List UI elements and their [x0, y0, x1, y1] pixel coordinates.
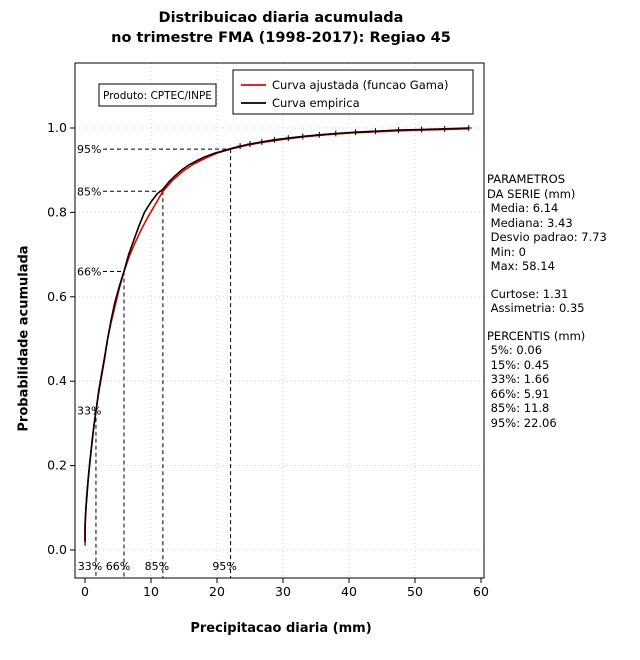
x-axis-tick-label: 60 [473, 584, 489, 599]
x-axis-tick-label: 20 [209, 584, 225, 599]
empirical-curve [84, 127, 469, 542]
y-axis-tick-label: 0.2 [47, 458, 67, 473]
stats-line: Min: 0 [487, 244, 526, 259]
legend-label: Curva ajustada (funcao Gama) [272, 78, 449, 92]
chart-title-line2: no trimestre FMA (1998-2017): Regiao 45 [111, 30, 451, 46]
percentile-label-bottom: 66% [106, 560, 130, 573]
percentile-label-bottom: 33% [78, 560, 102, 573]
y-axis-tick-label: 0.0 [47, 542, 67, 557]
y-axis-tick-label: 0.4 [47, 373, 67, 388]
stats-line: Desvio padrao: 7.73 [487, 230, 607, 244]
percentile-label-bottom: 85% [145, 560, 169, 573]
statistics-panel: PARAMETROS DA SERIE (mm) Media: 6.14 Medi… [487, 172, 607, 443]
stats-line: Curtose: 1.31 [487, 286, 569, 301]
product-label: Produto: CPTEC/INPE [103, 90, 212, 102]
y-axis-tick-label: 1.0 [47, 120, 67, 135]
stats-block: PERCENTIS (mm) 5%: 0.06 15%: 0.45 33%: 1… [487, 329, 607, 431]
legend-box [232, 69, 474, 115]
stats-line: PARAMETROS [487, 172, 566, 186]
x-axis-title: Precipitacao diaria (mm) [190, 621, 372, 636]
x-axis-tick-label: 40 [341, 584, 357, 599]
percentile-label-left: 66% [77, 265, 101, 278]
stats-line: 33%: 1.66 [487, 372, 550, 386]
stats-line: Mediana: 3.43 [487, 215, 573, 230]
x-axis-tick-label: 0 [81, 584, 89, 599]
stats-line: 5%: 0.06 [487, 343, 543, 357]
stats-block: Curtose: 1.31 Assimetria: 0.35 [487, 287, 607, 316]
x-axis-tick-label: 30 [275, 584, 291, 599]
stats-line: Assimetria: 0.35 [487, 301, 585, 315]
y-axis-tick-label: 0.6 [47, 289, 67, 304]
stats-line: 95%: 22.06 [487, 415, 557, 430]
fitted-gamma-curve [84, 128, 469, 546]
stats-line: 15%: 0.45 [487, 357, 550, 372]
percentile-label-bottom: 95% [212, 560, 236, 573]
stats-line: Media: 6.14 [487, 201, 559, 215]
product-box [98, 83, 217, 107]
y-axis-tick-label: 0.8 [47, 204, 67, 219]
x-axis-tick-label: 10 [143, 584, 159, 599]
percentile-label-left: 95% [77, 143, 101, 156]
percentile-label-left: 85% [77, 185, 101, 198]
stats-block: PARAMETROS DA SERIE (mm) Media: 6.14 Medi… [487, 172, 607, 274]
stats-line: 66%: 5.91 [487, 386, 550, 401]
percentile-label-left: 33% [77, 405, 101, 418]
stats-line: Max: 58.14 [487, 259, 555, 273]
stats-line: 85%: 11.8 [487, 401, 550, 415]
stats-line: DA SERIE (mm) [487, 186, 576, 201]
stats-line: PERCENTIS (mm) [487, 328, 586, 343]
legend-label: Curva empirica [272, 96, 360, 110]
chart-title-line1: Distribuicao diaria acumulada [158, 10, 404, 26]
plot-box [74, 62, 485, 579]
x-axis-tick-label: 50 [407, 584, 423, 599]
y-axis-title: Probabilidade acumulada [16, 245, 32, 432]
